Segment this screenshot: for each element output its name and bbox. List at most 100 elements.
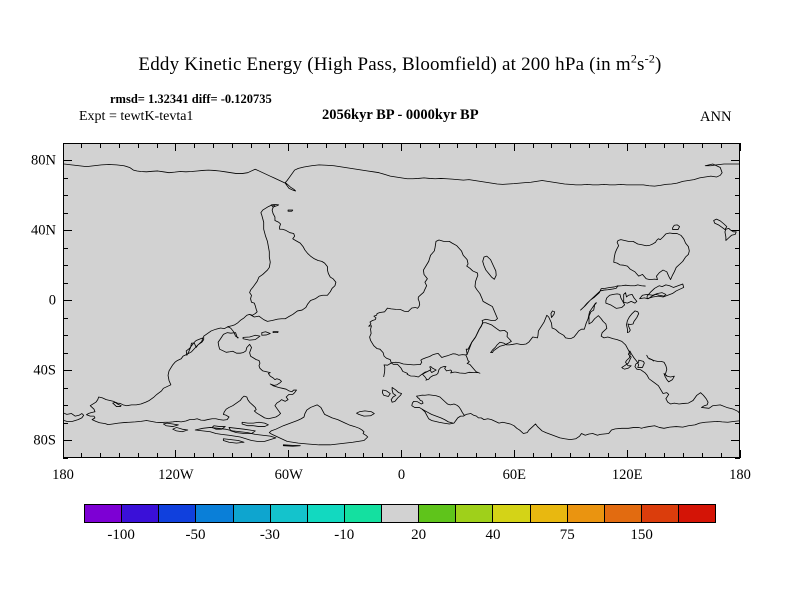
y-axis-tick	[735, 212, 740, 214]
y-axis-label: 40N	[31, 222, 56, 238]
x-axis-tick	[401, 143, 402, 151]
y-axis-tick	[63, 282, 68, 284]
x-axis-tick	[570, 453, 572, 458]
x-axis-tick	[62, 143, 64, 151]
x-axis-tick	[701, 143, 703, 148]
colorbar-tick-label: 150	[630, 527, 653, 543]
x-axis-label: 180	[729, 467, 751, 483]
x-axis-label: 60W	[274, 467, 303, 483]
x-axis-tick	[382, 453, 384, 458]
season-annotation: ANN	[700, 109, 732, 125]
x-axis-tick	[401, 450, 402, 458]
x-axis-tick	[382, 143, 384, 148]
y-axis-label: 80S	[33, 432, 56, 448]
x-axis-tick	[626, 450, 628, 458]
x-axis-tick	[664, 143, 666, 148]
colorbar-segment	[344, 505, 382, 522]
x-axis-tick	[532, 143, 534, 148]
y-axis-tick	[63, 177, 68, 179]
x-axis-tick	[325, 453, 327, 458]
x-axis-tick	[645, 453, 647, 458]
x-axis-tick	[683, 453, 685, 458]
y-axis-tick	[63, 195, 68, 196]
y-axis-tick	[63, 300, 72, 301]
x-axis-tick	[269, 453, 271, 458]
y-axis-tick	[63, 352, 68, 354]
y-axis-tick	[63, 440, 72, 441]
y-axis-tick	[63, 160, 72, 161]
y-axis-tick	[63, 387, 68, 389]
x-axis-tick	[325, 143, 327, 148]
y-axis-tick	[735, 247, 740, 249]
x-axis-tick	[664, 453, 666, 458]
x-axis-tick	[513, 450, 515, 458]
y-axis-tick	[735, 405, 740, 406]
x-axis-tick	[532, 453, 534, 458]
x-axis-tick	[118, 143, 120, 148]
x-axis-tick	[589, 143, 591, 148]
x-axis-tick	[194, 453, 196, 458]
x-axis-tick	[626, 143, 628, 151]
colorbar-segment	[270, 505, 308, 522]
colorbar-tick-label: -30	[259, 527, 280, 543]
colorbar-segment	[122, 505, 160, 522]
x-axis-tick	[457, 143, 459, 148]
y-axis-tick	[63, 265, 68, 266]
x-axis-tick	[344, 143, 346, 148]
colorbar-segment	[196, 505, 234, 522]
colorbar-segment	[604, 505, 642, 522]
x-axis-tick	[476, 453, 478, 458]
y-axis-tick	[63, 405, 68, 406]
y-axis-tick	[731, 160, 740, 161]
y-axis-tick	[735, 142, 740, 144]
y-axis-label: 0	[48, 292, 56, 308]
colorbar-segment	[419, 505, 457, 522]
y-axis-tick	[63, 457, 68, 459]
title-superscript-2: -2	[644, 51, 656, 66]
y-axis-tick	[63, 212, 68, 214]
colorbar-tick-label: -50	[185, 527, 206, 543]
colorbar-tick-label: -100	[107, 527, 135, 543]
page-title: Eddy Kinetic Energy (High Pass, Bloomfie…	[0, 51, 800, 76]
colorbar-segment	[233, 505, 271, 522]
x-axis-tick	[551, 453, 553, 458]
x-axis-tick	[495, 453, 497, 458]
x-axis-tick	[156, 453, 158, 458]
y-axis-tick	[63, 422, 68, 424]
colorbar[interactable]	[84, 504, 716, 523]
x-axis-tick	[194, 143, 196, 148]
map-plot-area	[63, 143, 740, 458]
x-axis-tick	[739, 450, 741, 458]
y-axis-tick	[63, 370, 72, 371]
y-axis-tick	[735, 195, 740, 196]
y-axis-tick	[735, 335, 740, 336]
x-axis-tick	[419, 453, 421, 458]
x-axis-tick	[269, 143, 271, 148]
y-axis-tick	[63, 335, 68, 336]
x-axis-tick	[212, 453, 214, 458]
x-axis-tick	[476, 143, 478, 148]
x-axis-tick	[100, 453, 102, 458]
x-axis-tick	[137, 143, 139, 148]
x-axis-tick	[513, 143, 515, 151]
colorbar-segment	[567, 505, 605, 522]
x-axis-label: 180	[52, 467, 74, 483]
x-axis-tick	[720, 143, 722, 148]
y-axis-tick	[735, 352, 740, 354]
x-axis-tick	[701, 453, 703, 458]
x-axis-tick	[250, 143, 252, 148]
title-superscript-1: 2	[630, 51, 638, 66]
y-axis-tick	[731, 300, 740, 301]
x-axis-tick	[551, 143, 553, 148]
colorbar-segment	[456, 505, 494, 522]
x-axis-tick	[288, 450, 290, 458]
x-axis-tick	[137, 453, 139, 458]
x-axis-tick	[363, 453, 365, 458]
x-axis-tick	[438, 453, 440, 458]
x-axis-tick	[118, 453, 120, 458]
world-coastline-map	[64, 163, 739, 447]
x-axis-tick	[645, 143, 647, 148]
x-axis-tick	[175, 450, 177, 458]
colorbar-segment	[493, 505, 531, 522]
x-axis-tick	[495, 143, 497, 148]
